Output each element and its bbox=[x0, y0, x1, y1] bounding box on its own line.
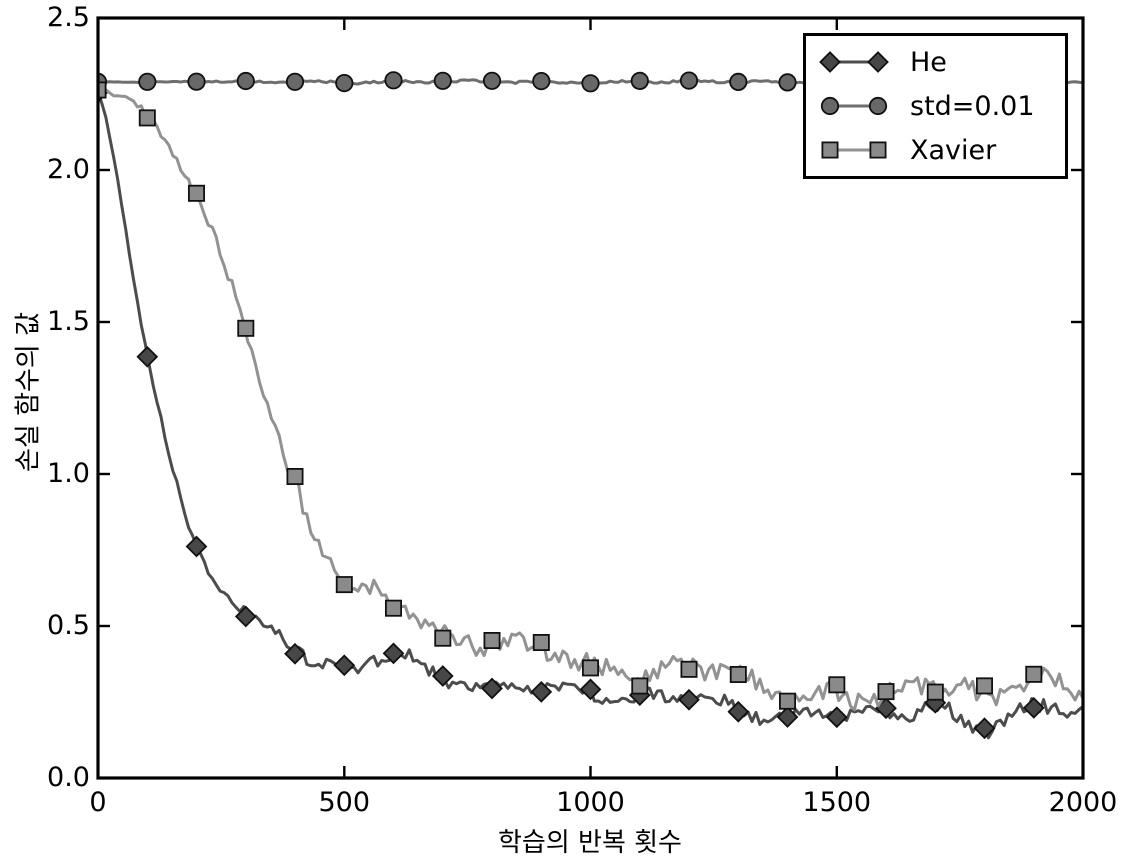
x-tick-label: 0 bbox=[89, 787, 107, 818]
y-tick-label: 2.0 bbox=[47, 154, 90, 185]
legend-item-xavier: Xavier bbox=[818, 134, 1061, 166]
y-tick-label: 0.5 bbox=[47, 610, 90, 641]
legend-label-he: He bbox=[910, 46, 947, 78]
y-tick-label: 2.5 bbox=[47, 2, 90, 33]
he-line-marker-icon bbox=[819, 51, 889, 73]
y-tick-label: 1.5 bbox=[47, 306, 90, 337]
xavier-line-marker-icon bbox=[821, 141, 887, 159]
x-tick-label: 500 bbox=[318, 787, 371, 818]
plot-series bbox=[97, 71, 1084, 740]
x-tick-label: 2000 bbox=[1048, 787, 1118, 818]
x-axis-label: 학습의 반복 횟수 bbox=[498, 828, 682, 858]
legend-label-xavier: Xavier bbox=[910, 134, 997, 166]
legend: He std=0.01 Xavier bbox=[803, 33, 1068, 179]
x-tick-label: 1000 bbox=[556, 787, 625, 818]
y-tick-label: 1.0 bbox=[47, 458, 90, 489]
legend-item-he: He bbox=[818, 46, 1061, 78]
legend-label-std: std=0.01 bbox=[910, 90, 1035, 122]
series-xavier-markers bbox=[97, 81, 1043, 710]
axes-frame bbox=[96, 16, 1085, 780]
legend-item-std: std=0.01 bbox=[818, 90, 1061, 122]
y-tick-label: 0.0 bbox=[47, 762, 90, 793]
std-line-marker-icon bbox=[820, 96, 888, 116]
x-tick-label: 1500 bbox=[802, 787, 872, 818]
